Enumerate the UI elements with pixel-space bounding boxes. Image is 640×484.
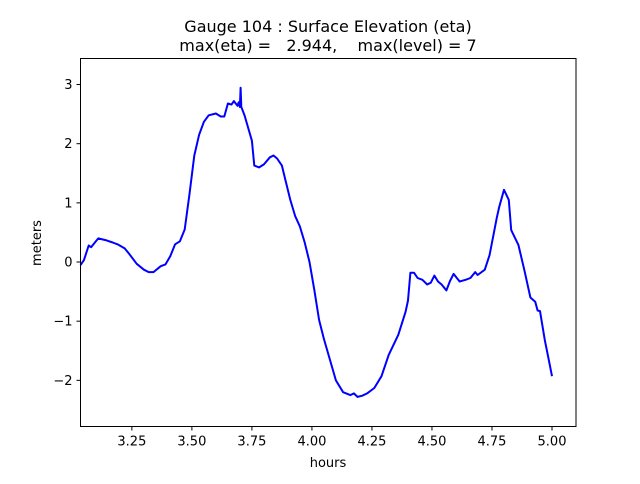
y-tick-label: 2 — [64, 137, 72, 152]
x-tick-label: 4.00 — [297, 435, 326, 450]
x-tick-label: 5.00 — [538, 435, 567, 450]
chart-title-line1: Gauge 104 : Surface Elevation (eta) — [184, 17, 471, 36]
x-tick-label: 4.25 — [357, 435, 386, 450]
axes-frame — [80, 58, 577, 427]
x-tick-label: 4.50 — [417, 435, 446, 450]
series-line-eta — [79, 86, 553, 398]
x-tick-label: 3.75 — [237, 435, 266, 450]
x-axis: 3.25 3.50 3.75 4.00 4.25 4.50 4.75 5.00 — [117, 426, 567, 450]
y-tick-label: −2 — [53, 374, 72, 389]
y-tick-label: 1 — [64, 196, 72, 211]
y-tick-label: 0 — [64, 256, 72, 271]
y-tick-label: −1 — [53, 315, 72, 330]
y-tick-label: 3 — [64, 78, 72, 93]
x-tick-label: 3.25 — [117, 435, 146, 450]
chart-title-line2: max(eta) = 2.944, max(level) = 7 — [179, 36, 476, 55]
x-axis-label: hours — [310, 456, 347, 471]
y-axis: −2 −1 0 1 2 3 — [53, 78, 81, 389]
x-tick-label: 3.50 — [177, 435, 206, 450]
plot-area — [79, 86, 553, 398]
y-axis-label: meters — [30, 220, 45, 266]
x-tick-label: 4.75 — [477, 435, 506, 450]
